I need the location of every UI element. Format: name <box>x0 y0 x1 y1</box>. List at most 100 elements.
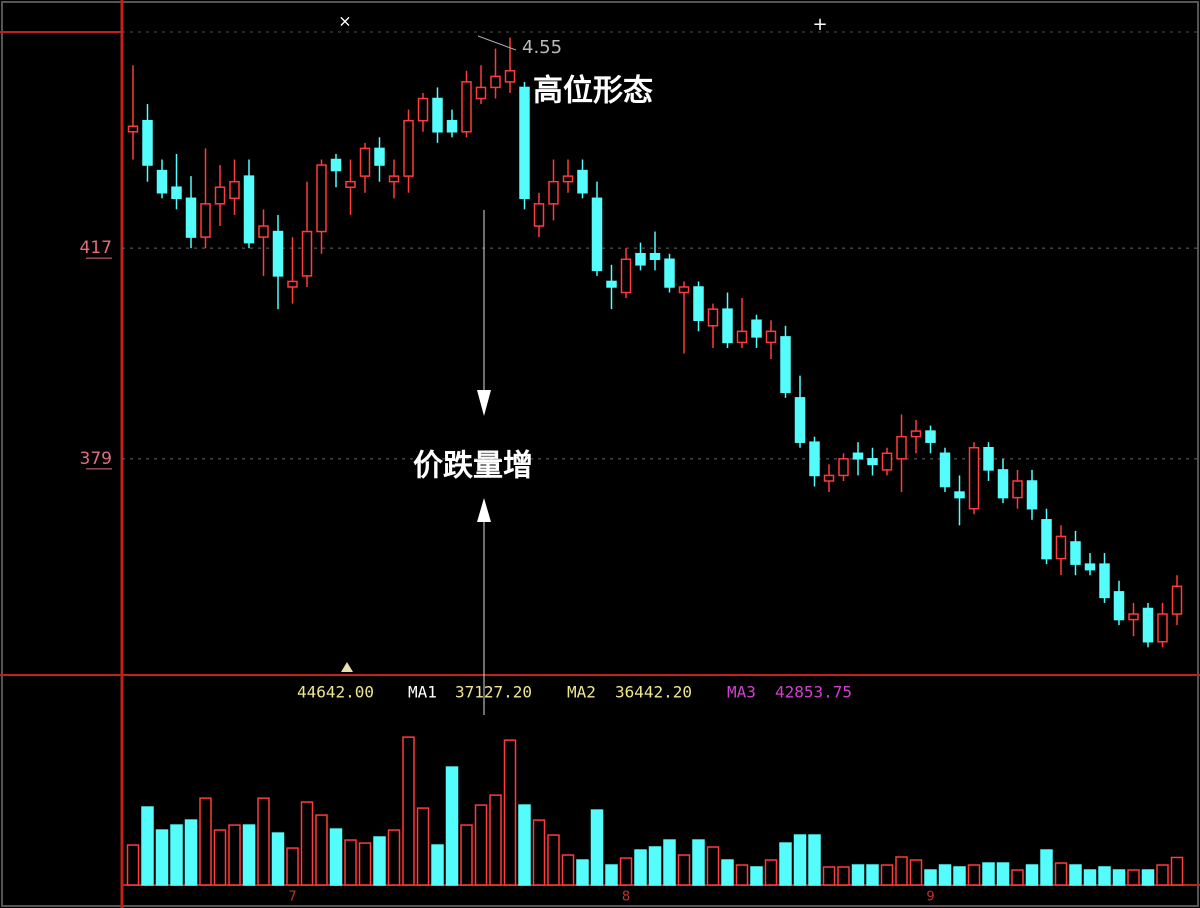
candle-body <box>490 75 501 89</box>
volume-bar <box>880 864 894 886</box>
volume-bar <box>982 862 995 886</box>
volume-legend: MA2 <box>567 683 596 702</box>
candle-body <box>983 446 994 471</box>
volume-bar <box>953 866 966 886</box>
volume-bar <box>1069 864 1082 886</box>
volume-bar <box>967 864 981 886</box>
candle-body <box>562 175 574 183</box>
candle-body <box>301 230 313 277</box>
candle-body <box>968 446 980 510</box>
volume-bar <box>402 736 415 886</box>
volume-bar <box>518 804 531 886</box>
volume-legend: MA1 <box>408 683 437 702</box>
volume-bar <box>503 739 517 886</box>
volume-bar <box>358 842 372 886</box>
volume-bar <box>474 804 488 886</box>
candle-body <box>693 286 704 321</box>
volume-bar <box>721 859 734 886</box>
candle-body <box>548 180 559 205</box>
volume-bar <box>634 849 647 886</box>
candle-body <box>519 86 530 200</box>
volume-legend: 42853.75 <box>775 683 852 702</box>
candle-body <box>388 175 400 183</box>
candle-body <box>359 147 371 177</box>
volume-bar <box>895 856 908 886</box>
candle-body <box>939 452 951 488</box>
candle-body <box>258 225 269 238</box>
volume-bar <box>938 864 952 886</box>
x-tick-label: 7 <box>288 890 296 905</box>
candle-body <box>910 430 922 438</box>
candle-body <box>1026 480 1038 510</box>
candle-body <box>591 197 603 272</box>
volume-bar <box>547 834 560 886</box>
candle-body <box>736 330 748 344</box>
volume-bar <box>909 859 923 886</box>
volume-bar <box>1141 869 1155 886</box>
volume-bar <box>228 824 241 886</box>
marker <box>341 662 353 672</box>
volume-bar <box>300 801 314 886</box>
x-tick-label: 9 <box>926 890 934 905</box>
candle-body <box>417 97 429 122</box>
candle-body <box>722 308 733 344</box>
candle-body <box>127 125 139 133</box>
volume-bar <box>1098 866 1111 886</box>
volume-legend: 37127.20 <box>455 683 532 702</box>
candle-body <box>954 491 965 499</box>
candle-body <box>1099 563 1110 599</box>
volume-bar <box>329 828 343 886</box>
volume-legend: MA3 <box>727 683 756 702</box>
candle-body <box>823 474 835 482</box>
volume-bar <box>141 806 154 886</box>
candle-body <box>243 175 255 244</box>
volume-bar <box>561 854 575 886</box>
marker: + <box>812 14 827 35</box>
candle-body <box>649 252 661 261</box>
candle-body <box>287 280 298 288</box>
candle-body <box>664 258 675 288</box>
leader-line <box>477 35 517 51</box>
candle-body <box>1157 613 1168 643</box>
candle-body <box>896 435 907 460</box>
volume-bar <box>416 807 430 886</box>
volume-bar <box>1025 864 1039 886</box>
volume-bar <box>1170 856 1184 886</box>
candle-body <box>533 203 545 227</box>
volume-bar <box>1112 869 1126 886</box>
volume-bar <box>605 864 618 886</box>
volume-bar <box>286 847 299 886</box>
volume-bar <box>373 836 386 886</box>
candle-body <box>316 164 327 233</box>
peak-label: 4.55 <box>522 37 562 58</box>
volume-bar <box>126 844 140 886</box>
candle-body <box>432 97 443 133</box>
candle-body <box>142 119 153 166</box>
volume-bar <box>822 866 836 886</box>
candle-body <box>678 286 690 294</box>
volume-bar <box>619 857 633 886</box>
volume-bar <box>808 834 821 886</box>
candle-body <box>925 430 936 443</box>
volume-bar <box>271 832 285 886</box>
volume-bar <box>996 862 1010 886</box>
x-tick-label: 8 <box>622 890 630 905</box>
volume-bar <box>793 834 807 886</box>
volume-bar <box>706 846 720 886</box>
candle-body <box>185 197 197 238</box>
candle-body <box>475 86 487 100</box>
volume-bar <box>213 829 227 886</box>
candle-body <box>1041 519 1052 560</box>
volume-bar <box>851 864 865 886</box>
candle-body <box>852 452 864 460</box>
candle-body <box>1070 541 1081 565</box>
arrow-head <box>477 498 491 522</box>
volume-bar <box>315 814 328 886</box>
candle-body <box>1128 613 1139 621</box>
candle-body <box>330 158 342 172</box>
candle-body <box>200 203 211 238</box>
candle-body <box>171 186 182 200</box>
candle-body <box>635 252 646 266</box>
volume-bar <box>924 869 937 886</box>
annotation: 价跌量增 <box>413 449 533 484</box>
